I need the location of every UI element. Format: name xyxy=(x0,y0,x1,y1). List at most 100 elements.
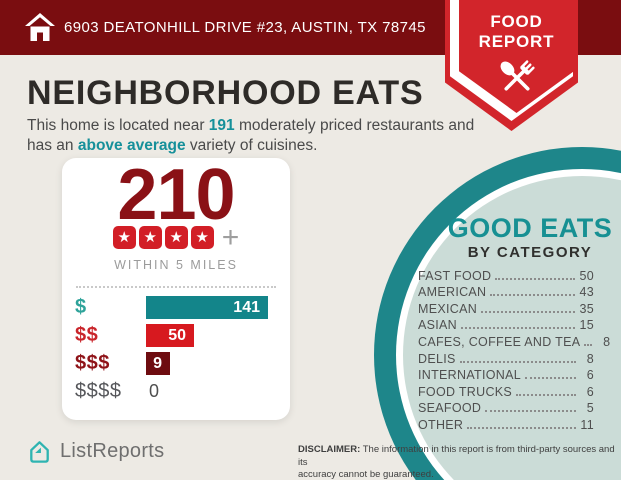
star-icon: ★ xyxy=(112,226,136,249)
price-bar-label: $$ xyxy=(75,324,99,346)
category-label: OTHER xyxy=(418,417,464,432)
leader-dots xyxy=(584,343,593,346)
price-bar-value: 50 xyxy=(168,326,186,344)
dotted-divider xyxy=(76,286,276,288)
category-row: FOOD TRUCKS 6 xyxy=(418,382,594,399)
plus-icon: + xyxy=(221,221,240,254)
intro-text: This home is located near 191 moderately… xyxy=(27,116,497,156)
category-value: 11 xyxy=(580,417,594,432)
category-row: OTHER 11 xyxy=(418,415,594,432)
leader-dots xyxy=(481,310,576,313)
rating-stars: ★ ★ ★ ★ + xyxy=(62,221,290,254)
star-glyph: ★ xyxy=(169,229,183,246)
leader-dots xyxy=(485,410,576,413)
badge-title: FOOD REPORT xyxy=(479,12,555,52)
disclaimer-line2: accuracy cannot be guaranteed. xyxy=(298,469,434,480)
category-value: 50 xyxy=(579,268,594,283)
price-bar-value: 0 xyxy=(149,381,160,401)
star-icon: ★ xyxy=(164,226,188,249)
leader-dots xyxy=(461,327,576,330)
home-icon xyxy=(25,13,55,41)
category-value: 6 xyxy=(586,384,594,399)
price-bar-label: $$$ xyxy=(75,352,110,374)
variety-highlight: above average xyxy=(77,137,186,154)
by-category-subtitle: BY CATEGORY xyxy=(467,244,593,261)
category-label: CAFES, COFFEE AND TEA xyxy=(418,334,581,349)
utensils-icon xyxy=(500,60,535,91)
disclaimer: DISCLAIMER: The information in this repo… xyxy=(298,444,618,480)
leader-dots xyxy=(516,393,576,396)
brand-name: ListReports xyxy=(60,440,165,462)
leader-dots xyxy=(459,360,576,363)
radius-label: WITHIN 5 MILES xyxy=(114,258,238,272)
price-bar-fill: 141 xyxy=(146,296,268,319)
category-label: MEXICAN xyxy=(418,301,478,316)
price-bar-row: $ 141 xyxy=(75,296,277,319)
price-bar-row: $$$$ 0 xyxy=(75,380,277,403)
price-bar-row: $$ 50 xyxy=(75,324,277,347)
category-circle: GOOD EATS BY CATEGORY FAST FOOD 50 AMERIC… xyxy=(374,147,621,480)
star-icon: ★ xyxy=(138,226,162,249)
category-row: MEXICAN 35 xyxy=(418,299,594,316)
category-label: FOOD TRUCKS xyxy=(418,384,513,399)
category-value: 5 xyxy=(586,401,594,416)
price-bar-value: 9 xyxy=(153,354,162,372)
category-value: 15 xyxy=(579,318,594,333)
intro-line2-pre: has an xyxy=(27,137,78,154)
category-row: ASIAN 15 xyxy=(418,316,594,333)
star-glyph: ★ xyxy=(117,229,131,246)
restaurant-total: 210 xyxy=(117,155,235,235)
category-label: FAST FOOD xyxy=(418,268,492,283)
price-bar-chart: $ 141 $$ 50 $$$ 9 $$$$ 0 xyxy=(75,296,277,408)
leader-dots xyxy=(495,277,576,280)
price-bar-value: 141 xyxy=(233,298,260,316)
category-label: AMERICAN xyxy=(418,285,487,300)
restaurant-count: 191 xyxy=(208,117,235,134)
price-bar-row: $$$ 9 xyxy=(75,352,277,375)
leader-dots xyxy=(524,377,576,380)
stats-card: 210 ★ ★ ★ ★ + WITHIN 5 MILES $ 141 $$ 50… xyxy=(62,155,290,420)
category-row: FAST FOOD 50 xyxy=(418,266,594,283)
good-eats-title: GOOD EATS xyxy=(447,213,613,243)
price-bar-fill: 9 xyxy=(146,352,170,375)
logo-house-icon xyxy=(30,441,49,463)
price-bar-fill: 0 xyxy=(146,380,159,403)
price-bar-label: $ xyxy=(75,296,87,318)
badge-inner: FOOD REPORT xyxy=(459,0,573,113)
listreports-logo: ListReports xyxy=(26,438,164,465)
category-value: 6 xyxy=(586,368,594,383)
star-glyph: ★ xyxy=(195,229,209,246)
category-row: DELIS 8 xyxy=(418,349,594,366)
leader-dots xyxy=(467,426,576,429)
price-bar-label: $$$$ xyxy=(75,380,122,402)
category-row: CAFES, COFFEE AND TEA 8 xyxy=(418,332,610,349)
intro-line2-post: variety of cuisines. xyxy=(185,137,318,154)
category-value: 43 xyxy=(579,285,594,300)
category-label: DELIS xyxy=(418,351,456,366)
disclaimer-line1: The information in this report is from t… xyxy=(298,444,615,468)
address-text: 6903 DEATONHILL DRIVE #23, AUSTIN, TX 78… xyxy=(64,19,426,36)
page-title: NEIGHBORHOOD EATS xyxy=(27,74,424,112)
intro-line1-pre: This home is located near xyxy=(27,117,209,134)
category-label: INTERNATIONAL xyxy=(418,368,521,383)
category-row: AMERICAN 43 xyxy=(418,283,594,300)
badge-title-line1: FOOD xyxy=(490,12,543,31)
disclaimer-label: DISCLAIMER: xyxy=(298,444,361,455)
category-row: INTERNATIONAL 6 xyxy=(418,366,594,383)
star-icon: ★ xyxy=(190,226,214,249)
category-value: 35 xyxy=(579,301,594,316)
badge-title-line2: REPORT xyxy=(478,32,555,51)
badge-white-border: FOOD REPORT xyxy=(450,0,573,121)
leader-dots xyxy=(490,294,576,297)
category-row: SEAFOOD 5 xyxy=(418,399,594,416)
category-label: ASIAN xyxy=(418,318,458,333)
food-report-badge: FOOD REPORT xyxy=(445,0,578,131)
category-value: 8 xyxy=(586,351,594,366)
price-bar-fill: 50 xyxy=(146,324,194,347)
category-value: 8 xyxy=(603,334,611,349)
category-label: SEAFOOD xyxy=(418,401,482,416)
category-list: FAST FOOD 50 AMERICAN 43 MEXICAN 35 ASIAN 15… xyxy=(418,266,610,432)
intro-line1-post: moderately priced restaurants and xyxy=(234,117,475,134)
star-glyph: ★ xyxy=(143,229,157,246)
